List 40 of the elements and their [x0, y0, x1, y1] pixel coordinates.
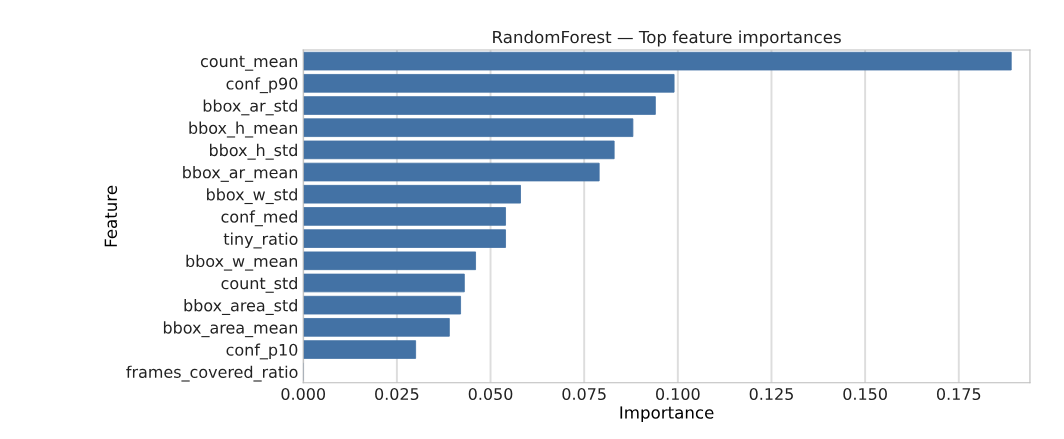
bar: [303, 74, 675, 93]
y-tick-label: bbox_area_mean: [163, 321, 298, 338]
y-tick-label: bbox_w_std: [207, 188, 297, 205]
bar: [303, 118, 634, 137]
x-tick-label: 0.125: [749, 387, 793, 401]
bar: [303, 340, 417, 359]
y-axis-title: Feature: [104, 185, 118, 247]
bar: [303, 273, 465, 293]
y-tick-label: bbox_ar_std: [203, 99, 297, 116]
y-tick-label: tiny_ratio: [223, 232, 298, 249]
y-tick-label: bbox_ar_mean: [183, 165, 298, 182]
bar: [303, 184, 521, 204]
y-tick-label: bbox_h_std: [210, 143, 297, 160]
bar: [303, 251, 476, 271]
y-tick-label: conf_med: [221, 210, 297, 227]
x-tick-label: 0.150: [843, 387, 887, 401]
y-tick-label: bbox_w_mean: [186, 254, 298, 271]
bar: [303, 295, 461, 315]
x-axis-title: Importance: [620, 406, 714, 423]
x-tick-label: 0.025: [375, 387, 419, 401]
y-tick-label: count_mean: [200, 55, 298, 71]
y-tick-label: bbox_area_std: [184, 299, 297, 315]
bar: [303, 229, 506, 248]
x-tick-label: 0.175: [936, 387, 981, 401]
x-tick-label: 0.000: [281, 387, 326, 401]
x-tick-label: 0.050: [468, 387, 513, 401]
chart-title: RandomForest — Top feature importances: [493, 30, 841, 47]
y-tick-label: conf_p10: [226, 343, 298, 360]
y-tick-label: bbox_h_mean: [189, 121, 298, 138]
y-tick-label: conf_p90: [226, 77, 298, 94]
bar: [303, 96, 656, 115]
bar: [303, 140, 615, 160]
x-tick-label: 0.100: [656, 387, 700, 401]
bar: [303, 318, 450, 337]
bar: [303, 162, 600, 182]
x-tick-label: 0.075: [562, 387, 606, 401]
bar: [303, 207, 506, 226]
y-tick-label: frames_covered_ratio: [126, 365, 298, 382]
y-tick-label: count_std: [221, 276, 297, 293]
bar: [303, 51, 1012, 71]
